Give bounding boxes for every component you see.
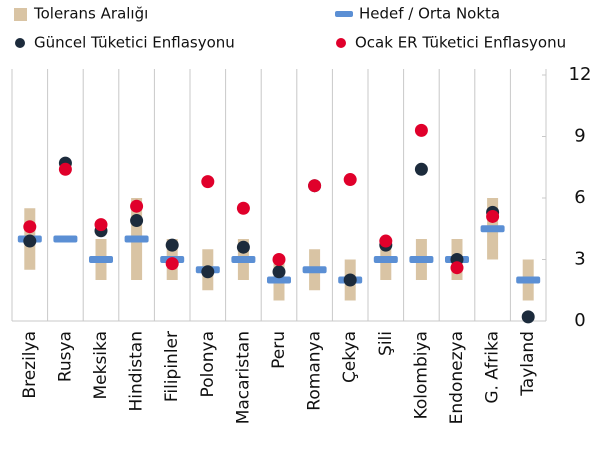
- x-tick-label: G. Afrika: [483, 331, 503, 404]
- target-dash: [89, 256, 113, 263]
- inflation-dot: [130, 199, 144, 213]
- y-tick-label: 6: [574, 187, 585, 208]
- y-tick-label: 0: [574, 310, 585, 331]
- legend-swatch: [336, 38, 346, 48]
- target-dash: [409, 256, 434, 263]
- legend-swatch: [15, 38, 25, 48]
- inflation-dot: [272, 265, 286, 279]
- inflation-dot: [521, 310, 535, 324]
- legend-label: Ocak ER Tüketici Enflasyonu: [355, 34, 566, 52]
- target-dash: [124, 235, 149, 243]
- inflation-dot: [165, 238, 179, 252]
- legend-label: Güncel Tüketici Enflasyonu: [34, 34, 235, 52]
- inflation-dot: [165, 257, 179, 271]
- inflation-dot: [201, 265, 215, 279]
- inflation-dot: [94, 218, 108, 232]
- y-tick-label: 9: [574, 126, 585, 147]
- target-dash: [231, 256, 256, 263]
- x-tick-label: Polonya: [198, 331, 218, 397]
- inflation-dot: [236, 240, 250, 254]
- y-tick-label: 12: [569, 64, 592, 85]
- legend-swatch: [14, 8, 27, 21]
- target-dash: [516, 276, 541, 284]
- x-tick-label: Meksika: [91, 331, 111, 400]
- legend-label: Tolerans Aralığı: [33, 5, 148, 23]
- inflation-dot: [308, 179, 322, 193]
- target-dash: [53, 235, 78, 243]
- x-tick-label: Endonezya: [447, 331, 467, 424]
- inflation-dot: [486, 209, 500, 223]
- inflation-dot: [130, 214, 144, 228]
- x-tick-label: Çekya: [340, 331, 360, 383]
- inflation-dot: [343, 273, 357, 287]
- target-dash: [267, 276, 291, 284]
- inflation-dot: [379, 234, 393, 248]
- y-tick-label: 3: [574, 249, 585, 270]
- inflation-dot: [272, 253, 286, 266]
- inflation-dot: [201, 175, 215, 189]
- x-tick-label: Peru: [269, 331, 289, 369]
- inflation-dot: [343, 173, 357, 187]
- x-tick-label: Brezilya: [20, 331, 40, 399]
- inflation-dot: [414, 162, 428, 176]
- x-tick-label: Şili: [376, 331, 396, 356]
- x-tick-label: Tayland: [518, 331, 538, 397]
- target-dash: [480, 225, 505, 233]
- inflation-dot: [414, 123, 428, 137]
- x-tick-label: Rusya: [55, 331, 75, 382]
- inflation-dot: [236, 201, 250, 215]
- inflation-dot: [23, 234, 37, 248]
- target-dash: [302, 266, 327, 274]
- inflation-dot: [23, 220, 37, 234]
- legend-swatch: [335, 11, 353, 17]
- x-tick-label: Filipinler: [162, 331, 182, 402]
- x-tick-label: Kolombiya: [411, 331, 431, 419]
- target-dash: [373, 256, 398, 263]
- x-tick-label: Romanya: [305, 331, 325, 411]
- x-tick-label: Hindistan: [127, 331, 147, 412]
- inflation-dot: [450, 261, 464, 275]
- x-tick-label: Macaristan: [233, 331, 253, 424]
- inflation-dot: [58, 162, 72, 176]
- legend-label: Hedef / Orta Nokta: [359, 5, 500, 23]
